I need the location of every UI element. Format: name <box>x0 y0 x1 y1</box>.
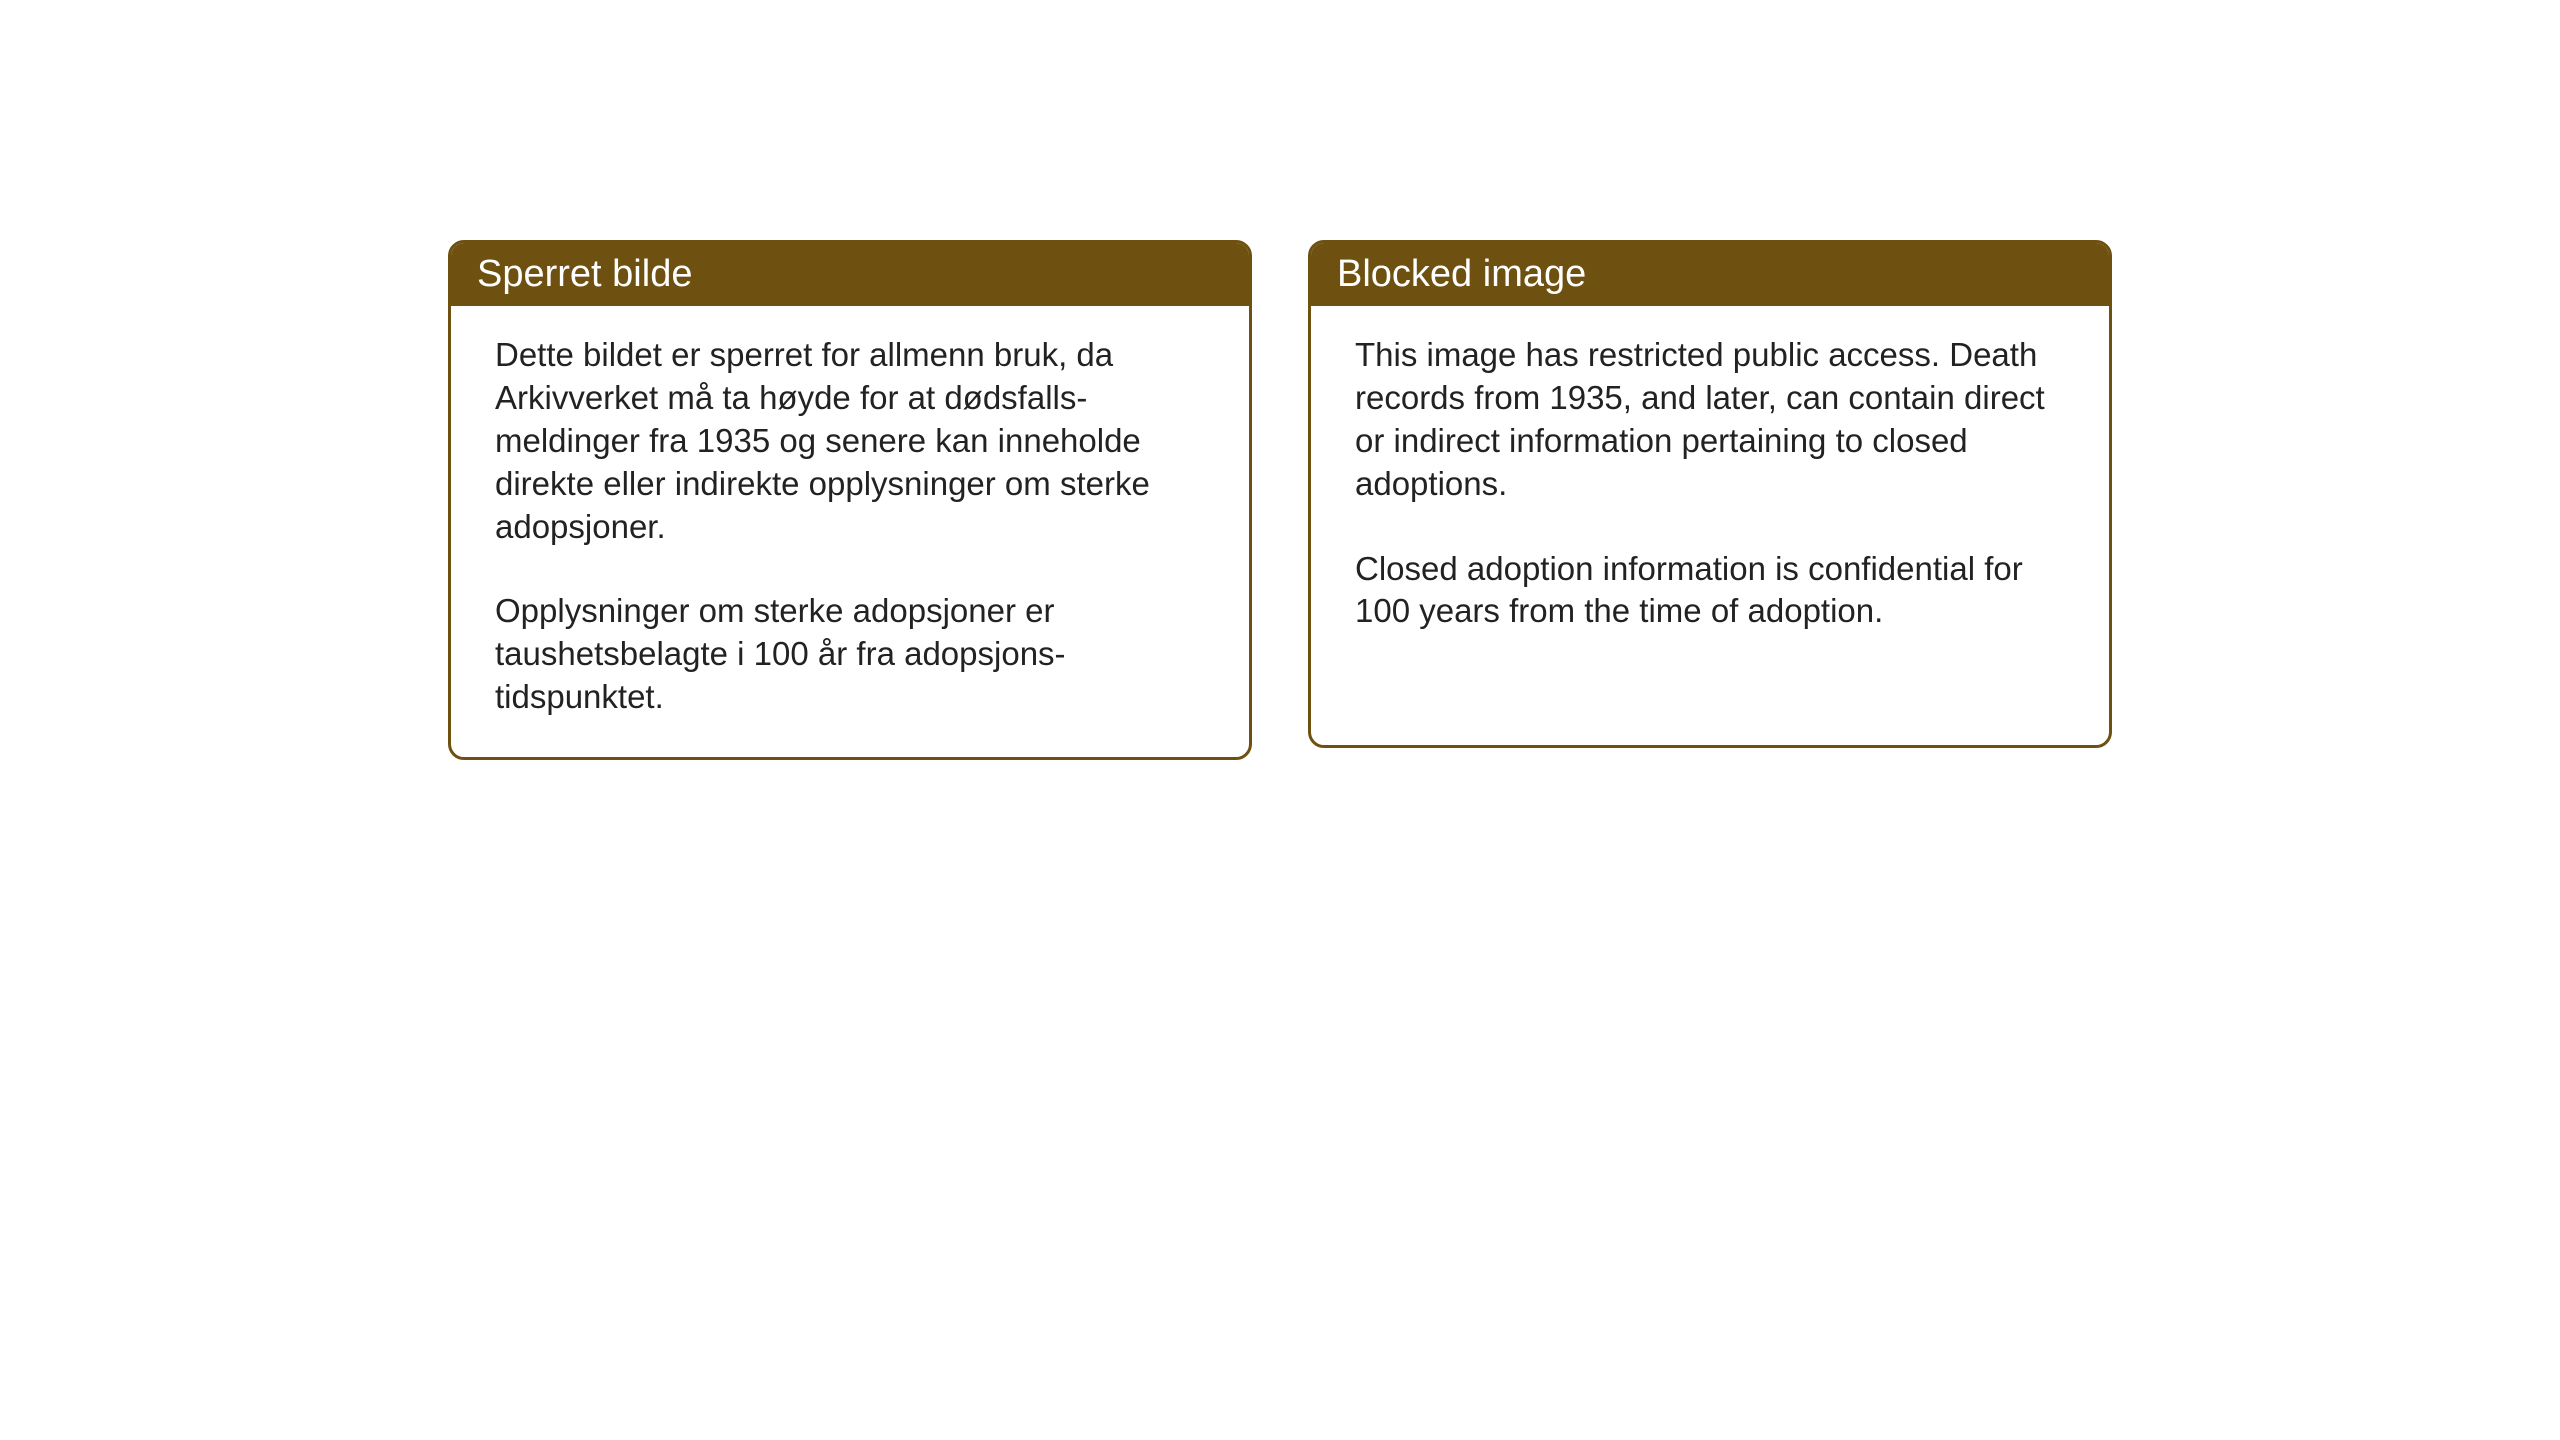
notice-title-english: Blocked image <box>1337 253 1586 295</box>
notice-container: Sperret bilde Dette bildet er sperret fo… <box>0 0 2560 760</box>
notice-title-norwegian: Sperret bilde <box>477 253 692 295</box>
notice-paragraph-1-english: This image has restricted public access.… <box>1355 334 2065 506</box>
notice-header-english: Blocked image <box>1311 243 2109 306</box>
notice-paragraph-1-norwegian: Dette bildet er sperret for allmenn bruk… <box>495 334 1205 548</box>
notice-card-english: Blocked image This image has restricted … <box>1308 240 2112 748</box>
notice-card-norwegian: Sperret bilde Dette bildet er sperret fo… <box>448 240 1252 760</box>
notice-body-english: This image has restricted public access.… <box>1311 306 2109 671</box>
notice-paragraph-2-english: Closed adoption information is confident… <box>1355 548 2065 634</box>
notice-paragraph-2-norwegian: Opplysninger om sterke adopsjoner er tau… <box>495 590 1205 719</box>
notice-body-norwegian: Dette bildet er sperret for allmenn bruk… <box>451 306 1249 757</box>
notice-header-norwegian: Sperret bilde <box>451 243 1249 306</box>
